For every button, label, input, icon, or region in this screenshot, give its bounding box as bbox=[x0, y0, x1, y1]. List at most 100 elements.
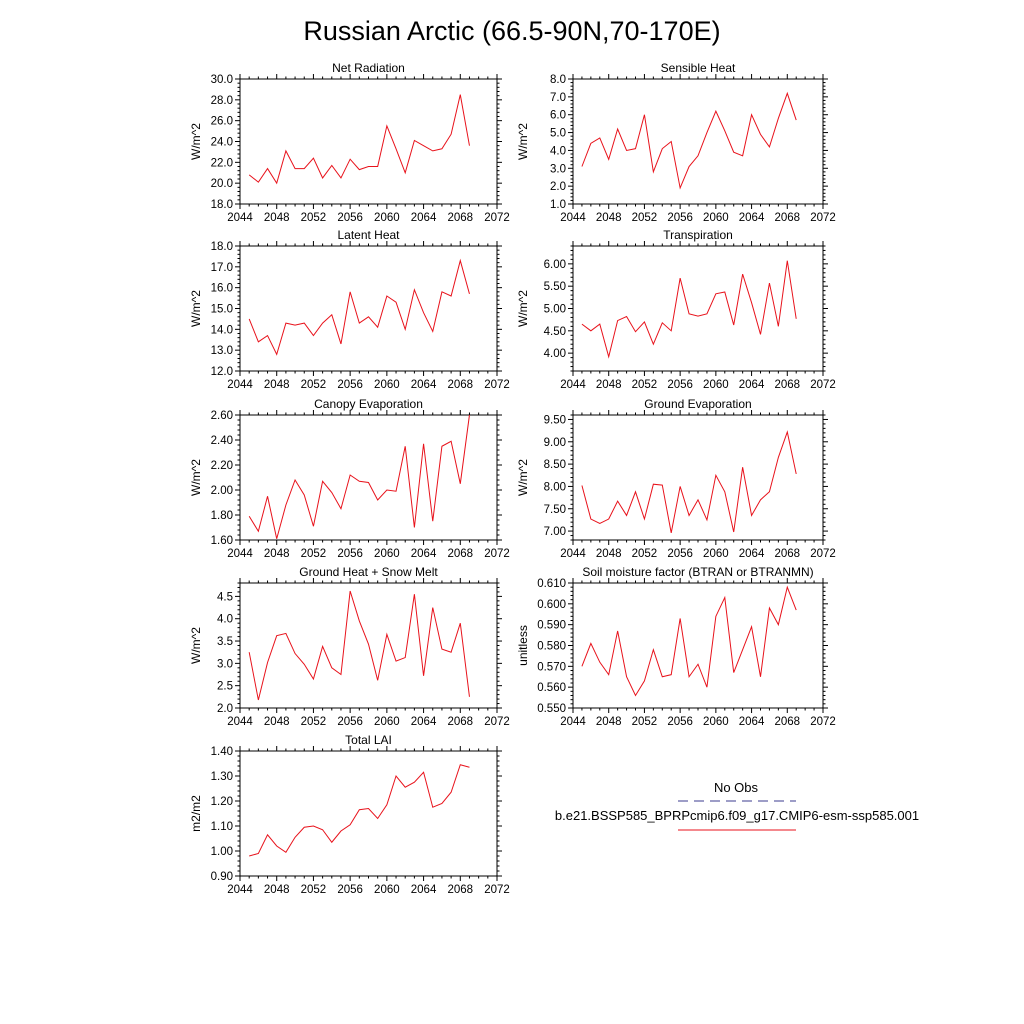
y-axis-label: W/m^2 bbox=[189, 459, 203, 496]
x-tick-label: 2068 bbox=[447, 212, 473, 224]
y-tick-label: 5.0 bbox=[550, 128, 566, 140]
plot-frame bbox=[572, 582, 824, 709]
x-tick-label: 2044 bbox=[227, 212, 253, 224]
legend-label-model: b.e21.BSSP585_BPRPcmip6.f09_g17.CMIP6-es… bbox=[555, 808, 919, 823]
y-axis-label: W/m^2 bbox=[516, 290, 530, 327]
y-tick-label: 4.5 bbox=[217, 591, 233, 603]
panel-title: Net Radiation bbox=[332, 61, 405, 75]
panel-ground-evaporation: Ground Evaporation W/m^2 2044 2048 2052 2056 2… bbox=[516, 397, 836, 560]
x-tick-label: 2060 bbox=[703, 716, 729, 728]
panel-title: Canopy Evaporation bbox=[314, 397, 423, 411]
x-tick-label: 2048 bbox=[264, 884, 290, 896]
x-tick-label: 2044 bbox=[227, 716, 253, 728]
x-tick-label: 2056 bbox=[337, 212, 363, 224]
x-tick-label: 2064 bbox=[739, 548, 765, 560]
panel-ground-heat-snow-melt: Ground Heat + Snow Melt W/m^2 2044 2048 2052… bbox=[189, 565, 510, 728]
y-tick-label: 0.610 bbox=[537, 578, 566, 590]
series-line bbox=[581, 260, 797, 359]
panel-net-radiation: Net Radiation W/m^2 2044 2048 2052 2056 2060 20… bbox=[189, 61, 510, 224]
x-tick-label: 2044 bbox=[227, 379, 253, 391]
y-tick-label: 24.0 bbox=[211, 137, 233, 149]
x-tick-label: 2044 bbox=[560, 548, 586, 560]
y-tick-label: 1.20 bbox=[211, 796, 233, 808]
series-line bbox=[581, 91, 797, 190]
legend: No Obs b.e21.BSSP585_BPRPcmip6.f09_g17.C… bbox=[555, 780, 919, 831]
x-tick-label: 2056 bbox=[337, 548, 363, 560]
y-tick-label: 0.90 bbox=[211, 871, 233, 883]
y-tick-label: 2.00 bbox=[211, 485, 233, 497]
x-tick-label: 2052 bbox=[632, 548, 658, 560]
x-tick-label: 2056 bbox=[667, 379, 693, 391]
y-tick-label: 1.80 bbox=[211, 510, 233, 522]
x-tick-label: 2044 bbox=[560, 716, 586, 728]
x-tick-label: 2060 bbox=[374, 379, 400, 391]
x-tick-label: 2064 bbox=[411, 379, 437, 391]
y-tick-label: 6.00 bbox=[544, 259, 566, 271]
y-tick-label: 4.0 bbox=[550, 145, 566, 157]
y-tick-label: 28.0 bbox=[211, 95, 233, 107]
y-tick-label: 4.50 bbox=[544, 326, 566, 338]
x-tick-label: 2064 bbox=[739, 379, 765, 391]
x-tick-label: 2064 bbox=[411, 548, 437, 560]
panel-sensible-heat: Sensible Heat W/m^2 2044 2048 2052 2056 2060 20… bbox=[516, 61, 836, 224]
y-axis-label: W/m^2 bbox=[189, 290, 203, 327]
panel-title: Transpiration bbox=[663, 228, 733, 242]
y-axis-label: W/m^2 bbox=[189, 627, 203, 664]
x-tick-label: 2064 bbox=[739, 212, 765, 224]
x-tick-label: 2064 bbox=[411, 212, 437, 224]
x-tick-label: 2044 bbox=[227, 884, 253, 896]
plot-frame bbox=[239, 78, 498, 205]
y-tick-label: 7.0 bbox=[550, 92, 566, 104]
x-tick-label: 2052 bbox=[301, 716, 327, 728]
y-tick-label: 8.50 bbox=[544, 459, 566, 471]
y-tick-label: 1.60 bbox=[211, 535, 233, 547]
x-tick-label: 2064 bbox=[411, 884, 437, 896]
series-line bbox=[248, 590, 470, 701]
x-tick-label: 2052 bbox=[632, 379, 658, 391]
x-tick-label: 2072 bbox=[484, 716, 510, 728]
y-tick-label: 3.5 bbox=[217, 636, 233, 648]
y-tick-label: 17.0 bbox=[211, 262, 233, 274]
y-tick-label: 2.40 bbox=[211, 435, 233, 447]
panel-title: Latent Heat bbox=[337, 228, 400, 242]
panel-title: Total LAI bbox=[345, 733, 392, 747]
y-tick-label: 26.0 bbox=[211, 116, 233, 128]
y-tick-label: 3.0 bbox=[217, 658, 233, 670]
x-tick-label: 2048 bbox=[596, 548, 622, 560]
y-tick-label: 13.0 bbox=[211, 345, 233, 357]
y-tick-label: 2.60 bbox=[211, 410, 233, 422]
y-tick-label: 0.570 bbox=[537, 661, 566, 673]
x-tick-label: 2060 bbox=[703, 212, 729, 224]
y-tick-label: 8.00 bbox=[544, 481, 566, 493]
panels: Net Radiation W/m^2 2044 2048 2052 2056 2060 20… bbox=[189, 61, 836, 896]
x-tick-label: 2068 bbox=[774, 548, 800, 560]
x-tick-label: 2044 bbox=[227, 548, 253, 560]
y-tick-label: 12.0 bbox=[211, 366, 233, 378]
plot-frame bbox=[572, 245, 824, 372]
panel-title: Soil moisture factor (BTRAN or BTRANMN) bbox=[582, 565, 813, 579]
panel-soil-moisture-factor-btran-or-btranmn: Soil moisture factor (BTRAN or BTRANMN) u… bbox=[516, 565, 836, 728]
x-tick-label: 2072 bbox=[484, 379, 510, 391]
x-tick-label: 2068 bbox=[447, 716, 473, 728]
x-tick-label: 2048 bbox=[596, 379, 622, 391]
panel-title: Ground Evaporation bbox=[644, 397, 751, 411]
x-tick-label: 2068 bbox=[774, 212, 800, 224]
x-tick-label: 2072 bbox=[810, 379, 836, 391]
x-tick-label: 2068 bbox=[447, 884, 473, 896]
x-tick-label: 2056 bbox=[667, 212, 693, 224]
y-tick-label: 16.0 bbox=[211, 283, 233, 295]
panel-title: Sensible Heat bbox=[661, 61, 736, 75]
series-line bbox=[581, 430, 797, 533]
plot-frame bbox=[239, 245, 498, 372]
x-tick-label: 2064 bbox=[739, 716, 765, 728]
y-tick-label: 9.00 bbox=[544, 437, 566, 449]
y-tick-label: 1.10 bbox=[211, 821, 233, 833]
x-tick-label: 2048 bbox=[264, 716, 290, 728]
x-tick-label: 2052 bbox=[301, 379, 327, 391]
x-tick-label: 2072 bbox=[484, 212, 510, 224]
y-tick-label: 18.0 bbox=[211, 199, 233, 211]
y-tick-label: 7.50 bbox=[544, 504, 566, 516]
x-tick-label: 2072 bbox=[810, 212, 836, 224]
x-tick-label: 2056 bbox=[667, 548, 693, 560]
